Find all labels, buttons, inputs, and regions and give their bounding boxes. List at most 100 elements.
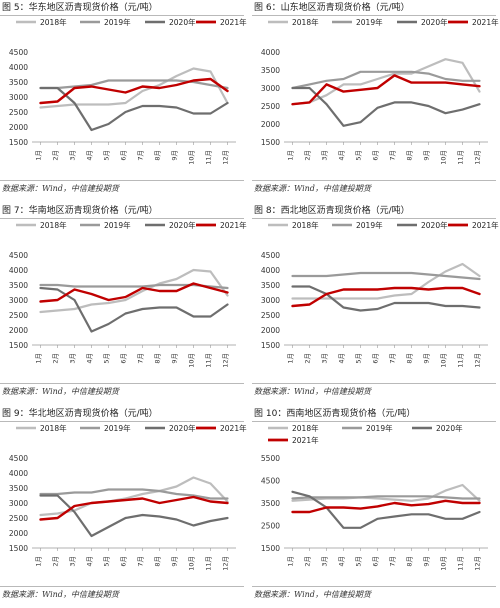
legend-label: 2018年 [40,220,67,230]
y-tick-label: 2000 [261,326,280,335]
series-line-2019年 [39,79,229,90]
x-tick-label: 10月 [188,353,196,368]
legend-label: 2018年 [40,17,67,27]
x-tick-label: 3月 [69,353,77,364]
y-tick-label: 2500 [261,311,280,320]
y-tick-label: 2000 [261,120,280,129]
y-tick-label: 4500 [9,48,28,57]
x-tick-label: 7月 [137,556,145,567]
series-line-2020年 [291,490,481,529]
y-tick-label: 2000 [9,529,28,538]
x-tick-label: 4月 [86,556,94,567]
x-tick-label: 1月 [35,150,43,161]
series-line-2021年 [39,77,229,105]
series-line-2019年 [291,271,481,281]
x-tick-label: 9月 [423,556,431,567]
source-note: 数据来源：Wind，中信建投期货 [254,184,371,193]
x-tick-label: 4月 [86,353,94,364]
series-line-2019年 [291,495,481,500]
y-tick-label: 5500 [261,454,280,463]
x-tick-label: 1月 [35,353,43,364]
y-tick-label: 4500 [261,251,280,260]
series-line-2020年 [291,86,481,127]
legend-item: 2020年 [145,220,196,230]
x-tick-label: 2月 [304,150,312,161]
y-tick-label: 3500 [261,499,280,508]
legend-label: 2018年 [40,423,67,433]
line-chart: 2018年 2019年 2020年 2021年 1500 2000 2500 3000 3500… [9,423,247,571]
y-tick-label: 3000 [261,296,280,305]
y-tick-label: 3500 [261,66,280,75]
y-tick-label: 2500 [9,514,28,523]
y-tick-label: 2500 [261,102,280,111]
y-tick-label: 1500 [261,544,280,553]
y-tick-label: 2500 [9,108,28,117]
x-tick-label: 2月 [52,353,60,364]
source-note: 数据来源：Wind，中信建投期货 [254,387,371,396]
legend-label: 2020年 [169,17,196,27]
legend-item: 2021年 [196,17,247,27]
chart-title: 图 8：西北地区沥青现货价格（元/吨） [254,206,410,216]
x-tick-label: 12月 [222,150,230,165]
legend-item: 2020年 [412,423,463,433]
legend-item: 2021年 [196,423,247,433]
series-line-2021年 [39,495,229,521]
legend-item: 2020年 [397,220,448,230]
y-tick-label: 1500 [261,341,280,350]
legend-item: 2021年 [196,220,247,230]
title-divider [252,15,496,16]
legend-item: 2018年 [268,17,319,27]
x-tick-label: 12月 [474,556,482,571]
x-tick-label: 12月 [474,353,482,368]
y-tick-label: 2500 [261,522,280,531]
x-tick-label: 5月 [355,150,363,161]
x-tick-label: 11月 [457,353,465,368]
legend-item: 2018年 [16,220,67,230]
series-line-2018年 [291,58,481,106]
x-tick-label: 2月 [304,556,312,567]
legend-item: 2018年 [268,220,319,230]
x-tick-label: 5月 [355,353,363,364]
legend-item: 2021年 [448,220,499,230]
line-chart: 2018年 2019年 2020年 2021年 1500 2000 2500 3000 3500… [9,17,247,165]
x-tick-label: 11月 [205,353,213,368]
source-divider [252,383,496,384]
source-divider [0,586,244,587]
legend-label: 2019年 [104,220,131,230]
y-tick-label: 4000 [9,266,28,275]
legend-item: 2019年 [332,220,383,230]
legend-label: 2021年 [220,17,247,27]
title-divider [252,421,496,422]
x-tick-label: 6月 [372,353,380,364]
x-tick-label: 4月 [338,353,346,364]
legend-label: 2021年 [472,220,499,230]
y-tick-label: 4000 [9,469,28,478]
legend-item: 2019年 [332,17,383,27]
x-tick-label: 5月 [355,556,363,567]
x-tick-label: 6月 [120,556,128,567]
legend-label: 2018年 [292,220,319,230]
x-tick-label: 3月 [321,556,329,567]
series-line-2019年 [291,70,481,90]
chart-panel-east: 图 5：华东地区沥青现货价格（元/吨） 2018年 2019年 2020年 2021年… [0,0,248,196]
x-tick-label: 9月 [171,353,179,364]
series-line-2021年 [291,286,481,308]
y-tick-label: 4500 [261,477,280,486]
legend-label: 2020年 [436,423,463,433]
line-chart: 2018年 2019年 2020年 2021年 1500 2000 2500 3000 3500… [9,220,247,368]
x-tick-label: 8月 [406,150,414,161]
y-tick-label: 3000 [9,93,28,102]
legend-label: 2020年 [169,423,196,433]
legend-label: 2021年 [472,17,499,27]
series-line-2020年 [291,285,481,312]
x-tick-label: 5月 [103,353,111,364]
title-divider [0,421,244,422]
legend-item: 2018年 [268,423,319,433]
legend-item: 2021年 [448,17,499,27]
title-divider [0,218,244,219]
line-chart: 2018年 2019年 2020年 2021年 1500 2000 2500 3000 3500… [261,220,499,368]
x-tick-label: 6月 [372,556,380,567]
x-tick-label: 2月 [304,353,312,364]
y-tick-label: 2000 [9,123,28,132]
x-tick-label: 12月 [222,353,230,368]
